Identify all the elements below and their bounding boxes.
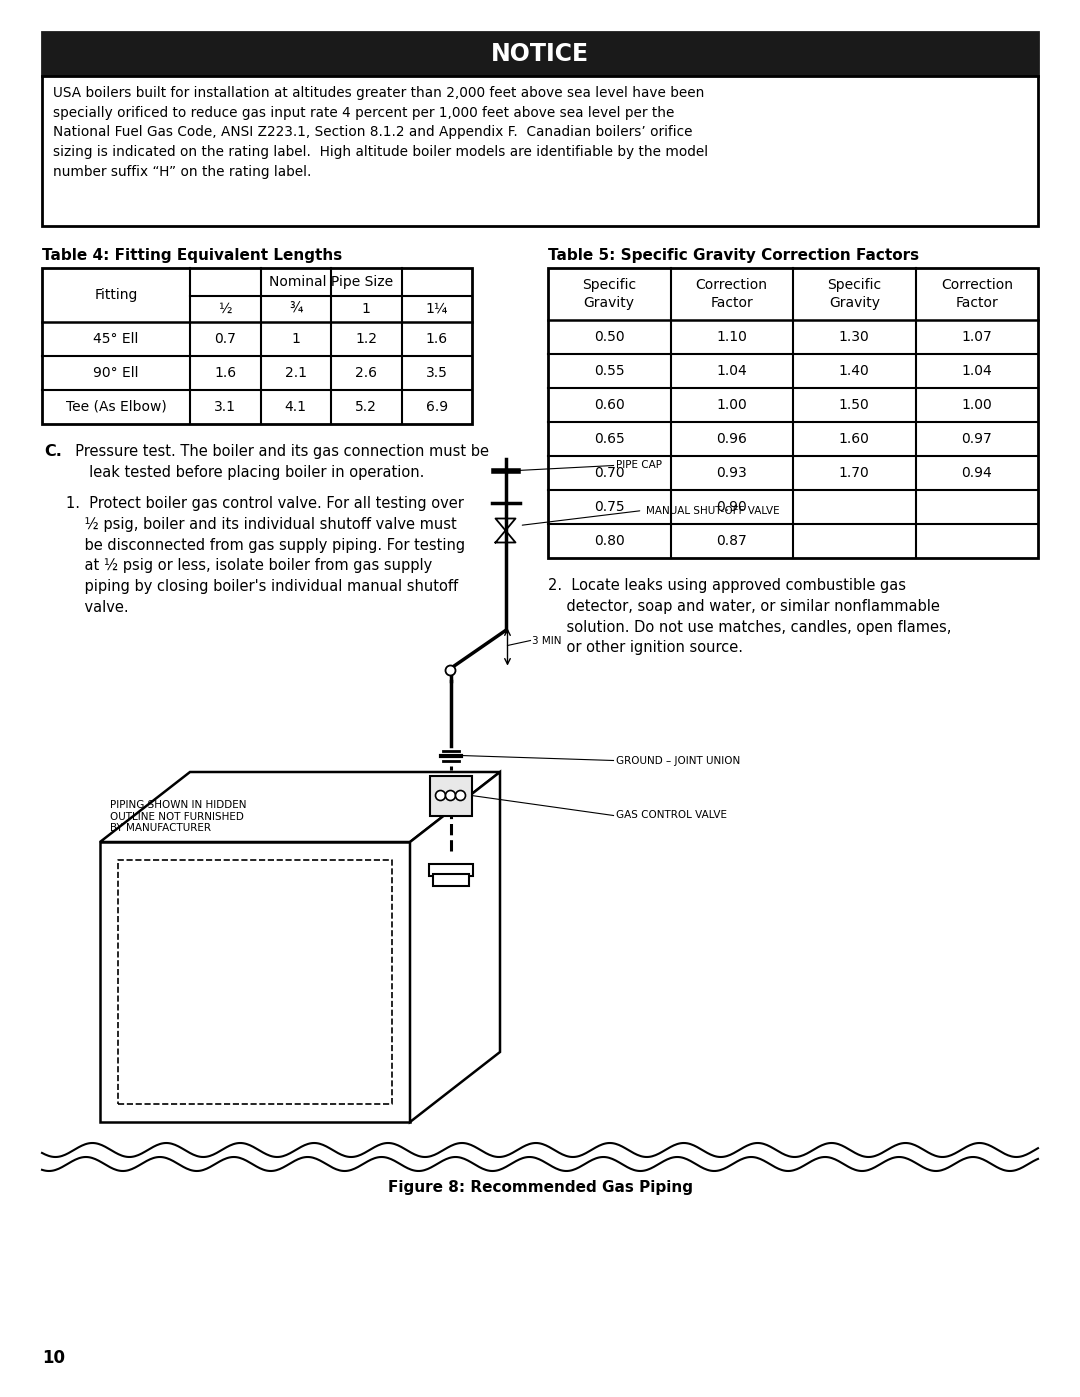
Text: 0.80: 0.80 [594, 534, 624, 548]
Text: Specific
Gravity: Specific Gravity [827, 278, 881, 310]
Text: 1.00: 1.00 [961, 398, 993, 412]
Bar [548, 268, 1038, 557]
Text: Nominal Pipe Size: Nominal Pipe Size [269, 275, 393, 289]
Text: 3 MIN: 3 MIN [532, 636, 562, 645]
Text: 2.  Locate leaks using approved combustible gas
    detector, soap and water, or: 2. Locate leaks using approved combustib… [548, 578, 951, 655]
Text: 0.93: 0.93 [716, 467, 747, 481]
Text: Fitting: Fitting [94, 288, 137, 302]
Text: Figure 8: Recommended Gas Piping: Figure 8: Recommended Gas Piping [388, 1180, 692, 1194]
Text: Table 5: Specific Gravity Correction Factors: Table 5: Specific Gravity Correction Fac… [548, 249, 919, 263]
Text: 3.5: 3.5 [426, 366, 448, 380]
Text: Correction
Factor: Correction Factor [696, 278, 768, 310]
Text: PIPE CAP: PIPE CAP [616, 461, 661, 471]
Text: 1.6: 1.6 [214, 366, 237, 380]
Polygon shape [410, 773, 500, 1122]
Text: Tee (As Elbow): Tee (As Elbow) [66, 400, 166, 414]
Text: 1.10: 1.10 [716, 330, 747, 344]
Text: GAS CONTROL VALVE: GAS CONTROL VALVE [616, 810, 727, 820]
Text: 2.6: 2.6 [355, 366, 377, 380]
Text: MANUAL SHUT-OFF VALVE: MANUAL SHUT-OFF VALVE [646, 506, 779, 515]
Text: 0.97: 0.97 [961, 432, 993, 446]
Text: 1.40: 1.40 [839, 365, 869, 379]
Text: 1: 1 [292, 332, 300, 346]
Text: 4.1: 4.1 [285, 400, 307, 414]
Text: PIPING SHOWN IN HIDDEN
OUTLINE NOT FURNISHED
BY MANUFACTURER: PIPING SHOWN IN HIDDEN OUTLINE NOT FURNI… [110, 800, 246, 833]
Text: 1.50: 1.50 [839, 398, 869, 412]
Text: 45° Ell: 45° Ell [93, 332, 138, 346]
Text: 6.9: 6.9 [426, 400, 448, 414]
Text: 1.04: 1.04 [716, 365, 747, 379]
Circle shape [446, 665, 456, 676]
Bar [42, 75, 1038, 226]
Text: 0.87: 0.87 [716, 534, 747, 548]
Text: 1.60: 1.60 [839, 432, 869, 446]
Text: 90° Ell: 90° Ell [93, 366, 138, 380]
Text: 0.94: 0.94 [961, 467, 993, 481]
Polygon shape [100, 842, 410, 1122]
Text: GROUND – JOINT UNION: GROUND – JOINT UNION [616, 756, 740, 766]
Polygon shape [100, 773, 500, 842]
Text: 2.1: 2.1 [285, 366, 307, 380]
Text: NOTICE: NOTICE [491, 42, 589, 66]
Text: 1.30: 1.30 [839, 330, 869, 344]
Circle shape [446, 791, 456, 800]
Text: 0.65: 0.65 [594, 432, 624, 446]
Text: 0.96: 0.96 [716, 432, 747, 446]
Text: 1.2: 1.2 [355, 332, 377, 346]
Text: 1.6: 1.6 [426, 332, 448, 346]
Text: Pressure test. The boiler and its gas connection must be
     leak tested before: Pressure test. The boiler and its gas co… [66, 444, 489, 479]
Text: 10: 10 [42, 1350, 65, 1368]
Text: 1.  Protect boiler gas control valve. For all testing over
    ½ psig, boiler an: 1. Protect boiler gas control valve. For… [66, 496, 465, 615]
Text: 0.7: 0.7 [214, 332, 237, 346]
Circle shape [435, 791, 446, 800]
Text: Correction
Factor: Correction Factor [941, 278, 1013, 310]
Bar [430, 775, 472, 816]
Text: 0.50: 0.50 [594, 330, 624, 344]
Text: ¾: ¾ [289, 302, 302, 316]
Text: 3.1: 3.1 [214, 400, 237, 414]
Text: USA boilers built for installation at altitudes greater than 2,000 feet above se: USA boilers built for installation at al… [53, 87, 708, 179]
Circle shape [456, 791, 465, 800]
Bar [42, 32, 1038, 75]
Text: 1.04: 1.04 [961, 365, 993, 379]
Text: 1.07: 1.07 [961, 330, 993, 344]
Text: 0.75: 0.75 [594, 500, 624, 514]
Bar [429, 863, 473, 876]
Text: Specific
Gravity: Specific Gravity [582, 278, 636, 310]
Text: 0.60: 0.60 [594, 398, 624, 412]
Text: 1.00: 1.00 [716, 398, 747, 412]
Text: ½: ½ [218, 302, 232, 316]
Text: 0.90: 0.90 [716, 500, 747, 514]
Text: C.: C. [44, 444, 62, 460]
Text: 0.55: 0.55 [594, 365, 624, 379]
Bar [42, 268, 472, 425]
Text: 5.2: 5.2 [355, 400, 377, 414]
Bar [432, 873, 469, 886]
Text: Table 4: Fitting Equivalent Lengths: Table 4: Fitting Equivalent Lengths [42, 249, 342, 263]
Text: 1: 1 [362, 302, 370, 316]
Text: 0.70: 0.70 [594, 467, 624, 481]
Text: 1.70: 1.70 [839, 467, 869, 481]
Text: 1¼: 1¼ [426, 302, 448, 316]
